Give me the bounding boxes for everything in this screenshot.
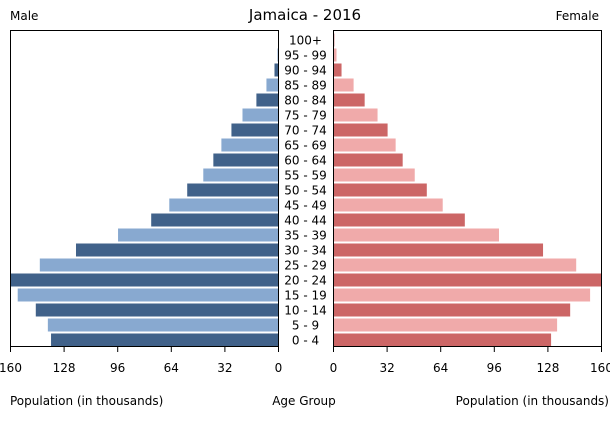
female-bar-70-74 — [333, 123, 388, 137]
male-bar-70-74 — [231, 123, 279, 137]
age-group-label: 65 - 69 — [284, 139, 327, 153]
female-label: Female — [556, 9, 599, 23]
male-bar-80-84 — [256, 93, 279, 107]
female-x-tick-label: 32 — [379, 361, 394, 375]
female-bar-40-44 — [333, 213, 465, 227]
male-bar-50-54 — [187, 183, 279, 197]
female-bar-95-99 — [333, 48, 337, 62]
female-bar-25-29 — [333, 258, 577, 272]
male-x-tick-label: 32 — [217, 361, 232, 375]
female-plot-frame — [333, 30, 602, 347]
female-x-tick-label: 64 — [433, 361, 448, 375]
female-bar-35-39 — [333, 228, 499, 242]
age-group-label: 95 - 99 — [284, 49, 327, 63]
age-group-label: 45 - 49 — [284, 199, 327, 213]
male-x-tick-label: 64 — [164, 361, 179, 375]
male-bar-20-24 — [10, 273, 279, 287]
male-bar-90-94 — [274, 63, 279, 77]
age-group-label: 25 - 29 — [284, 259, 327, 273]
age-group-label: 10 - 14 — [284, 304, 327, 318]
male-bar-85-89 — [266, 78, 279, 92]
female-bar-65-69 — [333, 138, 396, 152]
age-group-label: 15 - 19 — [284, 289, 327, 303]
x-axis-label-male: Population (in thousands) — [10, 394, 163, 408]
age-group-label: 50 - 54 — [284, 184, 327, 198]
age-group-label: 0 - 4 — [292, 334, 319, 348]
female-bar-50-54 — [333, 183, 427, 197]
male-bar-30-34 — [75, 243, 279, 257]
age-group-label: 60 - 64 — [284, 154, 327, 168]
male-x-tick-label: 0 — [275, 361, 283, 375]
male-x-tick-label: 160 — [0, 361, 22, 375]
age-group-label: 30 - 34 — [284, 244, 327, 258]
male-bar-35-39 — [118, 228, 279, 242]
female-bar-30-34 — [333, 243, 544, 257]
male-bar-5-9 — [47, 318, 279, 332]
male-bar-75-79 — [242, 108, 279, 122]
male-bar-65-69 — [221, 138, 279, 152]
male-bar-0-4 — [51, 333, 279, 347]
age-group-label: 20 - 24 — [284, 274, 327, 288]
female-x-tick-label: 160 — [590, 361, 610, 375]
age-group-label: 55 - 59 — [284, 169, 327, 183]
female-x-tick-label: 0 — [330, 361, 338, 375]
age-group-label: 100+ — [289, 34, 322, 48]
age-group-label: 85 - 89 — [284, 79, 327, 93]
age-group-label: 80 - 84 — [284, 94, 327, 108]
male-bar-55-59 — [203, 168, 279, 182]
male-label: Male — [10, 9, 38, 23]
age-group-label: 70 - 74 — [284, 124, 327, 138]
female-bar-60-64 — [333, 153, 403, 167]
age-group-label: 35 - 39 — [284, 229, 327, 243]
male-x-tick-label: 96 — [110, 361, 125, 375]
male-bar-45-49 — [169, 198, 279, 212]
male-x-tick-label: 128 — [53, 361, 76, 375]
x-axis-label-female: Population (in thousands) — [456, 394, 609, 408]
female-bar-85-89 — [333, 78, 354, 92]
female-bar-90-94 — [333, 63, 342, 77]
female-bar-0-4 — [333, 333, 552, 347]
female-bar-5-9 — [333, 318, 558, 332]
male-bar-25-29 — [39, 258, 279, 272]
male-bar-60-64 — [213, 153, 279, 167]
female-bar-55-59 — [333, 168, 415, 182]
age-group-label: 5 - 9 — [292, 319, 319, 333]
female-bar-75-79 — [333, 108, 378, 122]
female-bar-80-84 — [333, 93, 365, 107]
age-group-label: 75 - 79 — [284, 109, 327, 123]
male-bar-95-99 — [277, 48, 279, 62]
female-x-tick-label: 128 — [536, 361, 559, 375]
female-bar-20-24 — [333, 273, 602, 287]
x-axis-label-age: Age Group — [272, 394, 336, 408]
male-plot-frame — [10, 30, 279, 347]
male-bar-15-19 — [17, 288, 279, 302]
female-x-tick-label: 96 — [487, 361, 502, 375]
age-group-label: 90 - 94 — [284, 64, 327, 78]
age-group-label: 40 - 44 — [284, 214, 327, 228]
chart-title: Jamaica - 2016 — [248, 6, 361, 24]
male-bar-40-44 — [151, 213, 279, 227]
male-bar-10-14 — [35, 303, 279, 317]
female-bar-10-14 — [333, 303, 571, 317]
female-bar-45-49 — [333, 198, 443, 212]
female-bar-15-19 — [333, 288, 591, 302]
